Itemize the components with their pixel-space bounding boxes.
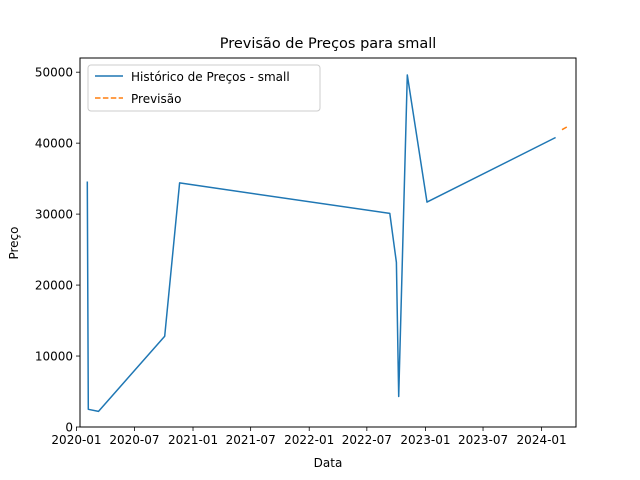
x-tick-label: 2022-01 [284,433,334,447]
legend-label-forecast: Previsão [131,92,181,106]
x-tick-label: 2023-07 [458,433,508,447]
x-tick-label: 2023-01 [400,433,450,447]
forecast-series-line [561,125,569,131]
y-tick-label: 0 [65,421,73,435]
y-tick-label: 30000 [35,208,73,222]
legend: Histórico de Preços - small Previsão [87,64,321,112]
y-tick-label: 20000 [35,279,73,293]
plot-area: 2020-01 2020-07 2021-01 2021-07 2022-01 2022-… [35,57,577,447]
x-tick-label: 2020-07 [109,433,159,447]
history-series-line [86,74,556,413]
y-tick-label: 40000 [35,137,73,151]
x-tick-label: 2022-07 [342,433,392,447]
y-tick-label: 10000 [35,350,73,364]
x-tick-label: 2020-01 [51,433,101,447]
chart-title: Previsão de Preços para small [220,36,437,52]
x-axis: 2020-01 2020-07 2021-01 2021-07 2022-01 2022-… [51,427,567,447]
legend-label-history: Histórico de Preços - small [131,70,290,84]
plot-frame [79,57,577,428]
x-axis-label: Data [314,456,343,470]
x-tick-label: 2024-01 [517,433,567,447]
x-tick-label: 2021-01 [168,433,218,447]
x-tick-label: 2021-07 [226,433,276,447]
y-axis: 0 10000 20000 30000 40000 50000 [35,66,80,435]
series-layer [86,74,569,413]
y-axis-label: Preço [7,226,21,259]
y-tick-label: 50000 [35,66,73,80]
legend-box [87,64,321,112]
